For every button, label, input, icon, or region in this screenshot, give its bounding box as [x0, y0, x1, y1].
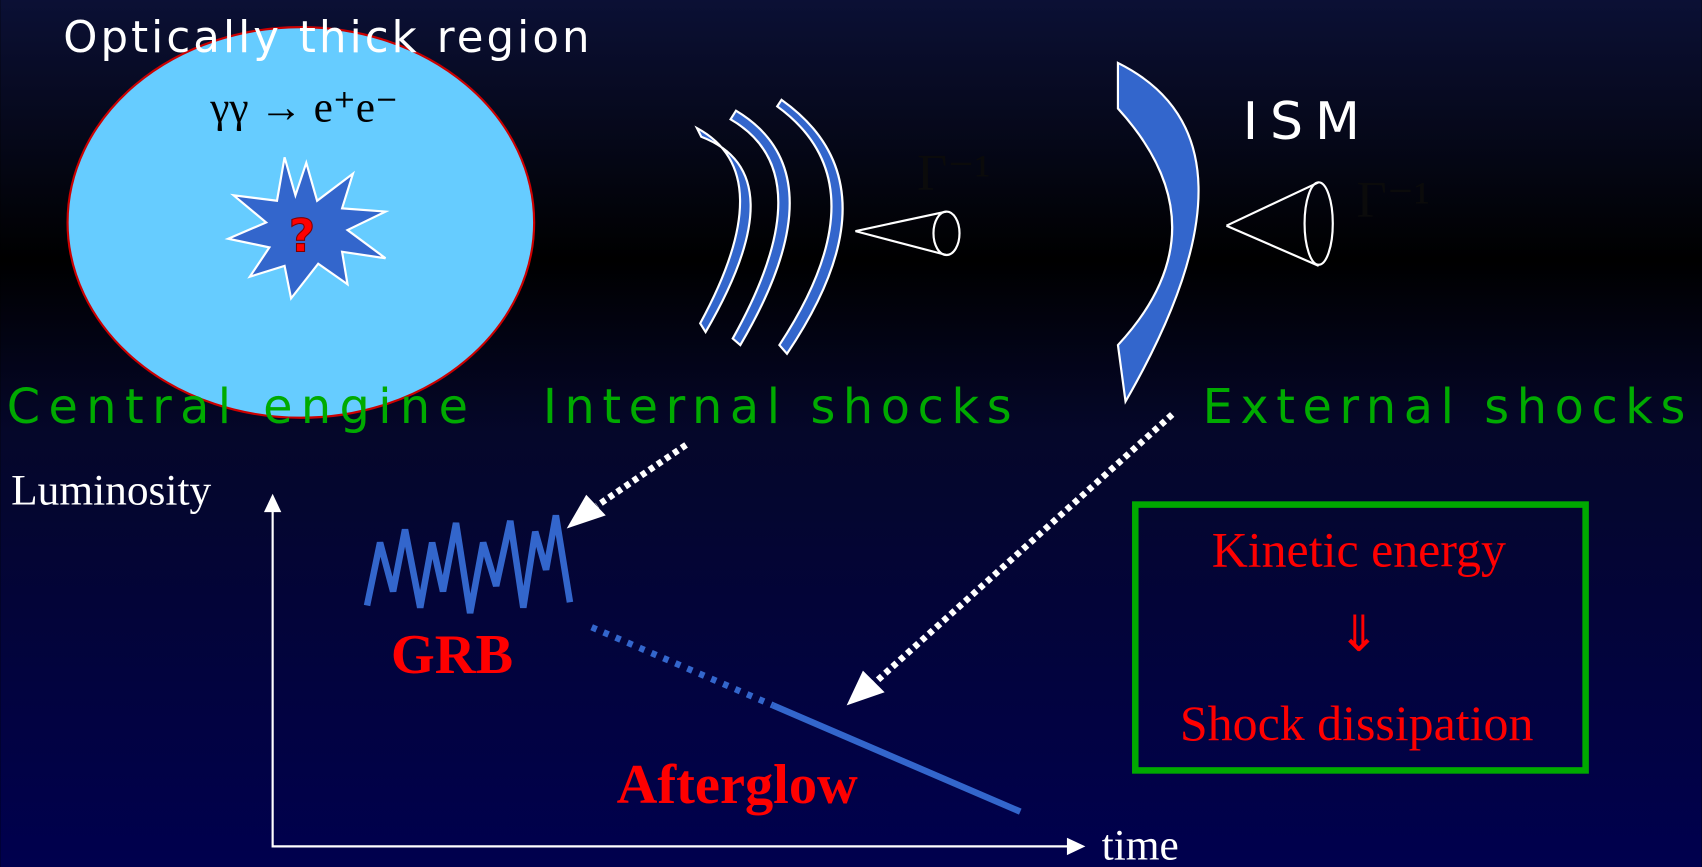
diagram: ? γγ → e⁺e⁻ Optically thick region Γ⁻¹ Γ… [0, 0, 1702, 867]
gamma-internal: Γ⁻¹ [917, 145, 990, 202]
box-arrow: ⇓ [1338, 607, 1380, 662]
region-label: Optically thick region [63, 13, 589, 63]
reaction: γγ → e⁺e⁻ [209, 84, 398, 132]
internal-shocks-label: Internal shocks [543, 380, 1012, 435]
grb-label: GRB [391, 624, 513, 686]
gamma-external: Γ⁻¹ [1357, 172, 1430, 229]
x-axis-label: time [1102, 821, 1179, 867]
box-line: Kinetic energy [1212, 522, 1506, 577]
box-line: Shock dissipation [1180, 696, 1534, 751]
afterglow-label: Afterglow [617, 754, 858, 816]
unknown-mark: ? [289, 210, 315, 263]
y-axis-label: Luminosity [11, 467, 211, 515]
